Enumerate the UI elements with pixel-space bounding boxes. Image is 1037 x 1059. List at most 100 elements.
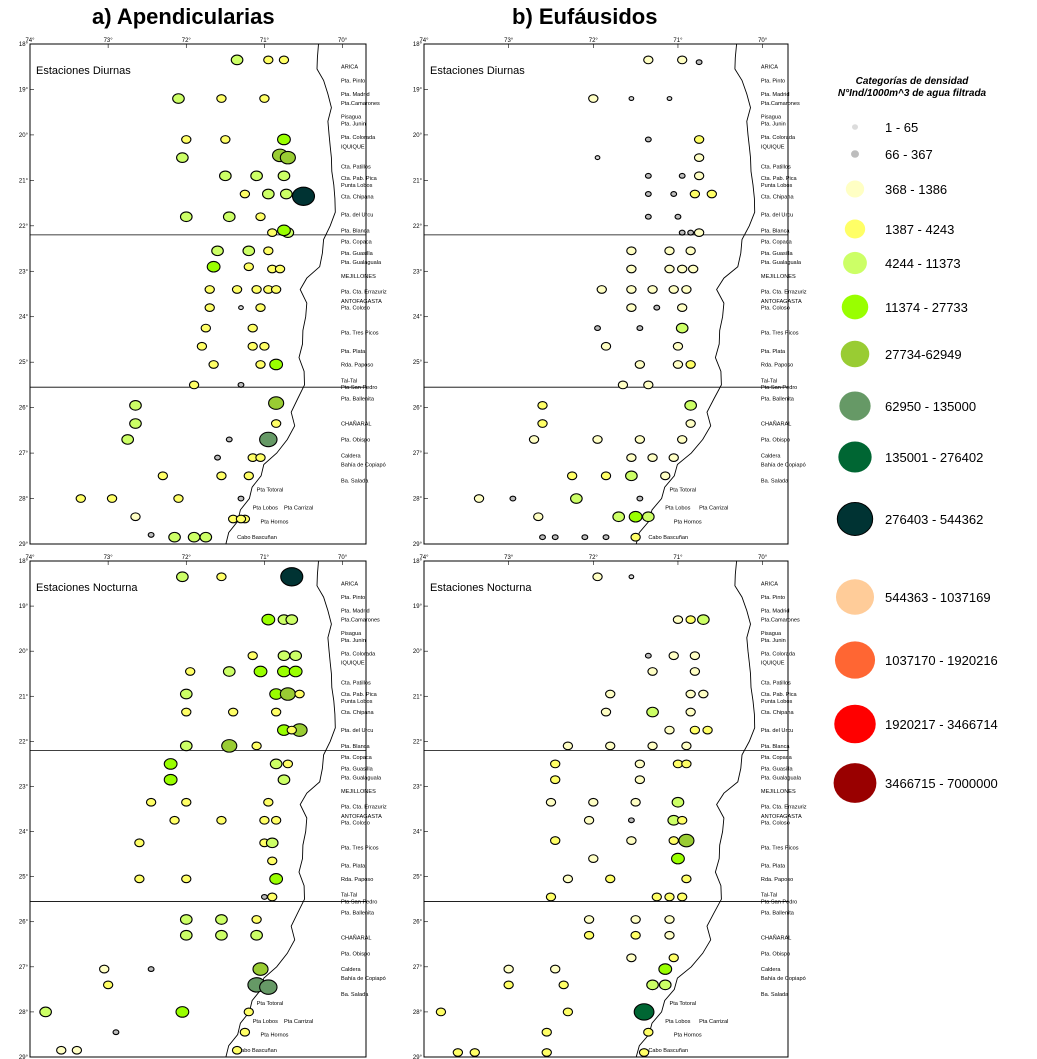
place-label: Pta. Colorada: [341, 135, 376, 141]
station-marker: [239, 1027, 251, 1037]
station-marker: [196, 341, 208, 351]
station-marker: [685, 689, 696, 699]
station-marker: [634, 759, 646, 769]
station-marker: [285, 614, 299, 625]
place-label: Rda. Paposo: [341, 877, 373, 883]
station-marker: [651, 892, 662, 902]
place-label: Pta. Cta. Errazuriz: [761, 805, 807, 811]
station-marker: [216, 471, 227, 481]
place-label: MEJILLONES: [761, 274, 796, 280]
place-label: Pta.Camarones: [761, 618, 800, 624]
station-marker: [605, 741, 616, 751]
coastline: [225, 43, 336, 545]
lat-label: 29°: [19, 542, 29, 548]
place-label: Pta. Coloso: [341, 821, 370, 827]
place-label: Pta Totoral: [257, 487, 284, 493]
station-marker: [562, 741, 574, 751]
place-label: Pta. Junin: [761, 638, 786, 644]
station-marker: [235, 514, 247, 524]
station-marker: [277, 224, 291, 237]
place-label: Pta San Pedro: [761, 385, 797, 391]
station-marker: [56, 1045, 67, 1055]
station-marker: [545, 797, 557, 807]
station-marker: [643, 1027, 654, 1037]
place-label: Cta. Patillos: [761, 681, 791, 687]
station-marker: [252, 962, 269, 976]
station-marker: [286, 725, 297, 735]
station-marker: [112, 1029, 120, 1036]
place-label: Pta. Junin: [761, 122, 786, 128]
lat-label: 22°: [19, 739, 29, 745]
panel-title-eufausidos: b) Eufáusidos: [512, 4, 658, 29]
station-marker: [643, 380, 654, 390]
legend-swatch: [834, 641, 876, 679]
station-marker: [269, 358, 284, 371]
station-marker: [672, 615, 684, 625]
station-marker: [277, 133, 291, 146]
station-marker: [685, 615, 696, 625]
place-label: ARICA: [341, 65, 358, 71]
station-marker: [583, 815, 595, 825]
place-label: Pta. Cta. Errazuriz: [761, 290, 807, 296]
place-label: Caldera: [761, 967, 781, 973]
place-label: Pta. Junin: [341, 122, 366, 128]
station-marker: [208, 360, 219, 369]
place-label: Pta. Cta. Errazuriz: [341, 805, 387, 811]
station-marker: [625, 470, 638, 482]
lat-label: 25°: [413, 875, 423, 881]
station-marker: [583, 930, 595, 940]
station-marker: [566, 471, 578, 481]
place-label: Pta. Blanca: [341, 744, 370, 750]
station-marker: [550, 775, 561, 785]
place-label: Pta. Gualaguala: [761, 260, 802, 266]
station-marker: [237, 381, 245, 388]
station-marker: [588, 797, 599, 807]
lat-label: 24°: [19, 830, 29, 836]
place-label: Tal-Tal: [761, 893, 777, 899]
station-marker: [147, 531, 155, 538]
station-marker: [218, 170, 232, 182]
station-marker: [600, 471, 612, 481]
place-label: Pta.Camarones: [341, 618, 380, 624]
station-marker: [469, 1048, 480, 1057]
place-label: Pta. Gualaguala: [761, 775, 802, 781]
place-label: Pta. Blanca: [761, 744, 790, 750]
lat-label: 29°: [413, 542, 423, 548]
station-marker: [222, 211, 236, 223]
station-marker: [291, 186, 316, 206]
station-marker: [221, 739, 238, 753]
station-marker: [220, 135, 231, 144]
place-label: Pisagua: [761, 631, 782, 637]
station-marker: [259, 979, 278, 995]
place-label: CHAÑARAL: [761, 935, 791, 942]
lat-label: 29°: [413, 1055, 423, 1059]
place-label: Punta Lobos: [761, 183, 793, 189]
legend-label: 1387 - 4243: [885, 222, 954, 237]
station-marker: [626, 953, 637, 963]
station-marker: [644, 652, 652, 659]
station-marker: [630, 532, 641, 542]
map-frame: [29, 43, 367, 545]
station-marker: [668, 285, 679, 294]
station-marker: [545, 892, 557, 902]
lat-label: 26°: [19, 920, 29, 926]
legend-label: 3466715 - 7000000: [885, 776, 998, 791]
place-label: Pta. del Urcu: [341, 212, 373, 218]
station-marker: [676, 55, 688, 65]
legend-swatch: [834, 704, 876, 744]
place-label: Cta. Chipana: [761, 194, 795, 200]
station-marker: [626, 285, 637, 294]
station-marker: [173, 494, 184, 503]
place-label: Pta Lobos: [665, 506, 690, 512]
lat-label: 28°: [19, 497, 29, 503]
lat-label: 27°: [19, 451, 29, 457]
panel-title-apendicularias: a) Apendicularias: [92, 4, 275, 29]
place-label: Pta. Guasilla: [761, 766, 794, 772]
station-marker: [175, 1006, 190, 1018]
legend-swatch: [843, 251, 867, 275]
station-marker: [179, 929, 193, 941]
place-label: Pta. Madrid: [341, 609, 370, 615]
station-marker: [644, 191, 652, 197]
place-label: ANTOFAGASTA: [761, 814, 802, 820]
map-frame: [29, 560, 367, 1058]
